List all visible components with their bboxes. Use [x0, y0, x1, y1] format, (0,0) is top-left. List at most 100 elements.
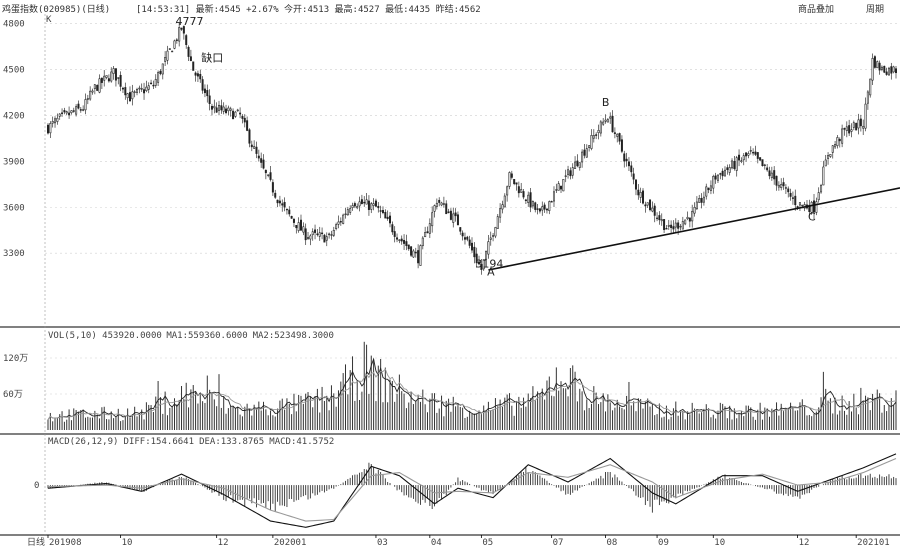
- candle-body: [653, 205, 656, 216]
- candle-body: [677, 222, 680, 229]
- candle-body: [578, 162, 581, 168]
- candle-body: [585, 148, 588, 158]
- candle-body: [136, 89, 139, 93]
- candle-body: [56, 117, 59, 122]
- candle-body: [716, 174, 719, 181]
- annotation-label: 4777: [176, 15, 204, 28]
- candle-body: [712, 176, 715, 189]
- candle-body: [358, 201, 361, 207]
- candle-body: [325, 236, 328, 241]
- candle-body: [670, 224, 673, 228]
- candle-body: [389, 215, 392, 224]
- candle-body: [264, 169, 267, 174]
- candle-body: [759, 157, 762, 161]
- candle-body: [852, 122, 855, 128]
- candle-body: [353, 203, 356, 207]
- candle-body: [850, 129, 853, 132]
- candle-body: [719, 173, 722, 175]
- candle-body: [496, 216, 499, 229]
- candle-body: [702, 196, 705, 203]
- candle-body: [93, 84, 96, 89]
- candle-body: [328, 233, 331, 236]
- candle-body: [550, 201, 553, 203]
- volume-ma-line: [47, 357, 897, 420]
- candle-body: [611, 115, 614, 133]
- macd-lines: [47, 453, 897, 528]
- candle-body: [808, 204, 811, 212]
- candle-body: [164, 57, 167, 62]
- candle-body: [138, 87, 141, 90]
- candle-body: [145, 86, 148, 91]
- candle-body: [208, 95, 211, 104]
- candle-body: [531, 201, 534, 207]
- candle-body: [77, 103, 80, 109]
- candle-body: [440, 202, 443, 206]
- price-tick-label: 3900: [3, 157, 25, 167]
- candle-body: [831, 145, 834, 153]
- candle-body: [398, 239, 401, 241]
- candle-body: [571, 167, 574, 176]
- candle-body: [590, 135, 593, 149]
- volume-series: [47, 341, 897, 430]
- candle-body: [780, 184, 783, 189]
- index-title: 鸡蛋指数(020985)(日线): [2, 5, 111, 15]
- candle-body: [475, 253, 478, 264]
- candle-body: [794, 195, 797, 206]
- candle-body: [597, 130, 600, 134]
- candle-body: [61, 112, 64, 114]
- candle-body: [72, 110, 75, 112]
- candle-body: [419, 245, 422, 266]
- candle-body: [421, 237, 424, 247]
- candle-body: [124, 87, 127, 96]
- candle-body: [761, 159, 764, 167]
- candle-body: [299, 219, 302, 231]
- candle-body: [218, 104, 221, 111]
- macd-legend-entry: MACD(26,12,9): [48, 437, 118, 447]
- candle-body: [569, 170, 572, 177]
- candle-body: [557, 183, 560, 191]
- candle-body: [276, 199, 279, 204]
- candle-body: [318, 232, 321, 237]
- candle-body: [855, 122, 858, 131]
- candle-body: [157, 72, 160, 83]
- candle-body: [114, 68, 117, 81]
- candle-body: [564, 175, 567, 177]
- candle-body: [435, 202, 438, 207]
- candle-body: [463, 237, 466, 240]
- candle-body: [686, 216, 689, 220]
- annotation-label: B: [602, 96, 610, 109]
- overlay-button[interactable]: 商品叠加: [798, 5, 835, 15]
- candle-body: [843, 127, 846, 130]
- candle-body: [892, 66, 895, 73]
- candle-body: [290, 215, 293, 219]
- volume-ma-line: [47, 368, 897, 420]
- trendline: [488, 187, 900, 271]
- period-button[interactable]: 周期: [866, 5, 885, 15]
- candle-body: [894, 68, 898, 74]
- candle-body: [180, 27, 183, 30]
- candle-body: [243, 117, 246, 123]
- candle-body: [705, 186, 708, 197]
- candle-body: [515, 182, 518, 185]
- x-tick-label: 12: [218, 538, 229, 547]
- candle-body: [433, 205, 436, 212]
- candle-body: [250, 144, 253, 148]
- candle-body: [185, 35, 188, 45]
- price-tick-label: 4500: [3, 66, 25, 76]
- candle-body: [735, 157, 738, 171]
- candle-body: [784, 187, 787, 189]
- candle-body: [754, 151, 757, 155]
- candle-body: [693, 206, 696, 214]
- candle-body: [777, 184, 780, 188]
- candle-body: [480, 264, 483, 270]
- x-tick-label: 202101: [857, 538, 890, 547]
- candle-body: [801, 204, 804, 207]
- candle-body: [770, 172, 773, 179]
- annotation-label: C: [808, 211, 816, 224]
- candle-body: [96, 85, 99, 91]
- candle-body: [246, 120, 249, 131]
- candle-body: [304, 228, 307, 241]
- candle-body: [817, 192, 820, 201]
- candle-body: [813, 200, 816, 213]
